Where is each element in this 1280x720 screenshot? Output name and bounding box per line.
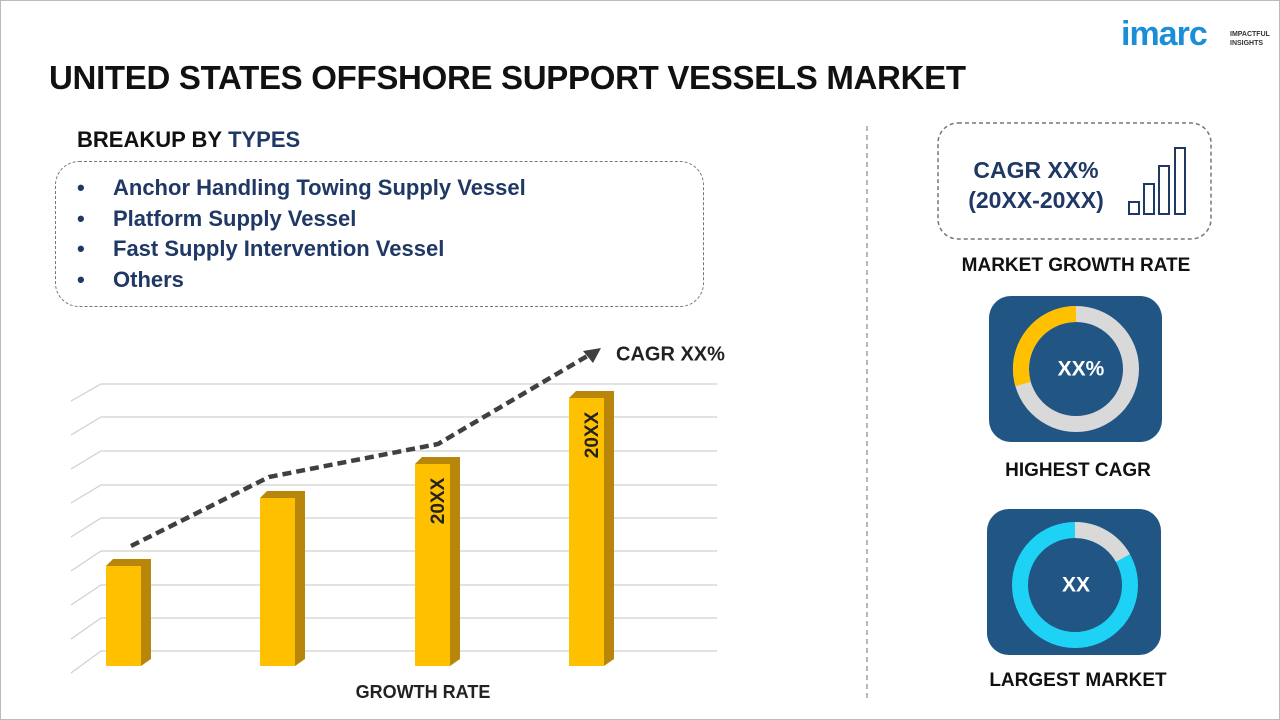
bar	[260, 498, 295, 666]
trend-arrow	[129, 353, 591, 549]
caption: MARKET GROWTH RATE	[962, 255, 1191, 276]
bar	[415, 464, 450, 666]
type-item: Platform Supply Vessel	[77, 204, 703, 235]
axis-label: GROWTH RATE	[356, 682, 491, 702]
breakup-heading: BREAKUP BY TYPES	[77, 127, 300, 153]
type-item: Others	[77, 265, 703, 296]
grid-lines	[70, 383, 717, 674]
cagr-text: CAGR XX%	[973, 157, 1098, 183]
bar	[106, 566, 141, 666]
logo-tagline-line: IMPACTFUL	[1230, 31, 1270, 38]
bar	[569, 398, 604, 666]
bar-label: 20XX	[428, 477, 449, 524]
logo-tagline-line: INSIGHTS	[1230, 40, 1264, 47]
logo-tagline: IMPACTFUL INSIGHTS	[1230, 30, 1270, 48]
tile-value: XX%	[1058, 358, 1105, 381]
cagr-label: CAGR XX%	[616, 343, 725, 365]
icon-bar	[1158, 165, 1170, 215]
icon-bar	[1174, 147, 1186, 215]
caption: LARGEST MARKET	[989, 670, 1167, 691]
caption: HIGHEST CAGR	[1005, 460, 1151, 481]
icon-bar	[1128, 201, 1140, 215]
bars	[106, 391, 614, 666]
cagr-box	[937, 122, 1212, 240]
icon-bar	[1143, 183, 1155, 215]
type-list: Anchor Handling Towing Supply Vessel Pla…	[56, 162, 703, 295]
ring-segment	[1074, 521, 1130, 563]
growth-icon	[1128, 147, 1186, 215]
type-item: Anchor Handling Towing Supply Vessel	[77, 173, 703, 204]
cagr-text: (20XX-20XX)	[968, 187, 1104, 213]
bar-label: 20XX	[582, 411, 603, 458]
type-item: Fast Supply Intervention Vessel	[77, 234, 703, 265]
page-title: UNITED STATES OFFSHORE SUPPORT VESSELS M…	[49, 59, 966, 96]
logo: imarc	[1121, 15, 1208, 53]
tile-value: XX	[1062, 574, 1090, 597]
arrow-head	[583, 348, 601, 363]
grid	[70, 383, 717, 674]
heading-text: BREAKUP BY	[77, 127, 223, 152]
heading-emphasis: TYPES	[228, 127, 301, 152]
ring-segment	[1012, 305, 1077, 387]
breakup-box: Anchor Handling Towing Supply Vessel Pla…	[55, 161, 704, 307]
